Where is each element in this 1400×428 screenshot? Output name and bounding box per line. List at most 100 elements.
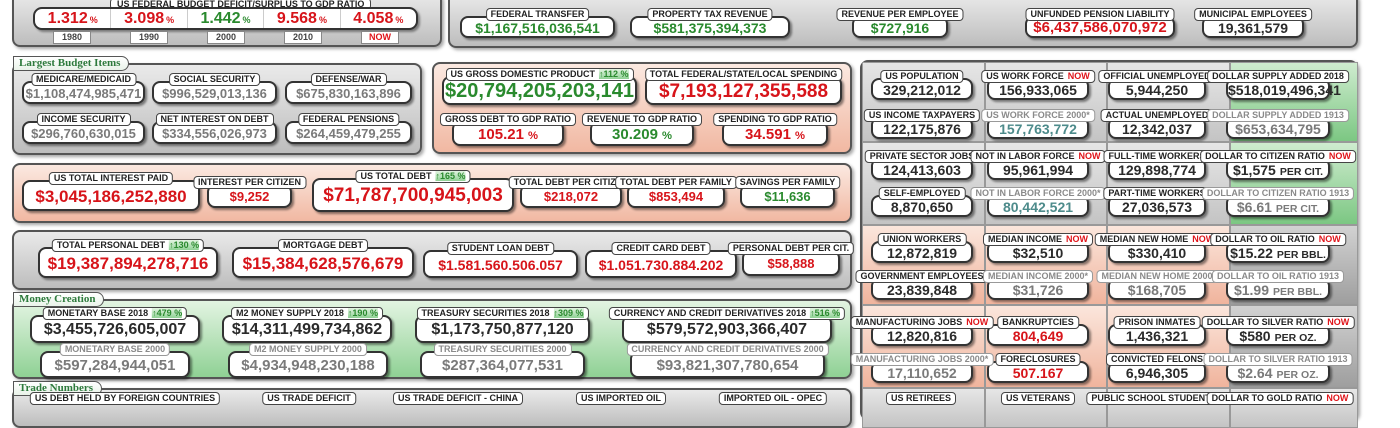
money-creation-tab[interactable]: Money Creation [13,292,105,307]
stat-defense-war: DEFENSE/WAR $675,830,163,896 [285,73,412,104]
stat-label: INTEREST PER CITIZEN [192,176,307,189]
stat-label: SELF-EMPLOYED [878,187,966,200]
stat-label: US TRADE DEFICIT [262,392,356,405]
stat-label: FEDERAL TRANSFER [485,8,590,21]
stat-value: $20,794,205,203,141 [444,80,635,102]
stat-dollar-supply-added-1913: DOLLAR SUPPLY ADDED 1913 $653,634,795 [1207,109,1349,139]
stat-label: TREASURY SECURITIES 2018 ↑309 % [416,307,589,320]
stat-label-text: PERSONAL DEBT PER CIT. [732,243,850,253]
stat-label: US WORK FORCE 2000* [981,109,1095,122]
stat-label-text: FULL-TIME WORKERS [1108,151,1206,161]
stat-label: US WORK FORCE NOW [981,70,1095,83]
stat-label: SOCIAL SECURITY [168,73,261,86]
stat-value: $2.64 [1237,365,1273,381]
stat-label: DOLLAR TO CITIZEN RATIO NOW [1200,150,1356,163]
stat-total-debt-per-family: TOTAL DEBT PER FAMILY $853,494 [615,176,737,208]
stat-label: FEDERAL PENSIONS [297,113,400,126]
stat-label: DOLLAR TO SILVER RATIO NOW [1201,316,1355,329]
stat-municipal-employees: MUNICIPAL EMPLOYEES 19,361,579 [1194,8,1312,38]
stat-label: NOT IN LABOR FORCE 2000* [970,187,1106,200]
stat-label: DOLLAR TO GOLD RATIO NOW [1206,392,1354,405]
stat-currency-and-credit-derivatives-2018: CURRENCY AND CREDIT DERIVATIVES 2018 ↑516… [608,307,846,343]
stat-value-box: $31,726 [987,278,1089,300]
stat-label-text: FEDERAL TRANSFER [490,9,585,19]
stat-label-text: INCOME SECURITY [41,114,126,124]
stat-foreclosures: FORECLOSURES 507.167 [987,353,1089,383]
stat-label: REVENUE TO GDP RATIO [581,113,703,126]
stat-value: $31,726 [1012,282,1064,298]
ratio-number: 9.568 [276,10,317,27]
stat-label-text: MEDIAN INCOME [988,234,1062,244]
stat-dollar-to-silver-ratio-1913: DOLLAR TO SILVER RATIO 1913 $2.64 PER OZ. [1203,353,1353,383]
stat-label: GOVERNMENT EMPLOYEES [855,270,989,283]
stat-federal-transfer: FEDERAL TRANSFER $1,167,516,036,541 [460,8,615,38]
stat-value-box: $996,529,013,136 [152,81,277,104]
ratio-number: 1.442 [200,10,241,27]
stat-value: $334,556,026,973 [162,126,267,141]
stat-label-text: INTEREST PER CITIZEN [197,177,302,187]
stat-total-personal-debt: TOTAL PERSONAL DEBT ↑130 % $19,387,894,278… [38,239,218,278]
growth-percent-badge: ↑516 % [810,308,841,318]
stat-value-box: 19,361,579 [1202,16,1304,38]
stat-label-text: OFFICIAL UNEMPLOYED [1103,71,1211,81]
stat-unit: PER OZ. [1274,332,1317,344]
stat-label-text: DOLLAR TO SILVER RATIO 1913 [1208,354,1348,364]
stat-label: M2 MONEY SUPPLY 2018 ↑190 % [231,307,383,320]
budget-items-tab[interactable]: Largest Budget Items [13,56,130,71]
stat-label-text: US DEBT HELD BY FOREIGN COUNTRIES [34,393,216,403]
stat-label-text: DOLLAR SUPPLY ADDED 2018 [1212,71,1344,81]
stat-value: $9,252 [229,189,270,204]
percent-unit: % [395,15,404,25]
stat-label-text: US POPULATION [885,71,959,81]
stat-dollar-to-oil-ratio-1913: DOLLAR TO OIL RATIO 1913 $1.99 PER BBL. [1211,270,1345,300]
percent-unit: % [89,15,98,25]
stat-unit: PER OZ. [1276,369,1319,381]
stat-label-text: TREASURY SECURITIES 2018 [421,308,550,318]
stat-value-box: 157,763,772 [987,117,1089,139]
stat-label-text: DOLLAR TO OIL RATIO 1913 [1216,271,1340,281]
stat-public-school-students: PUBLIC SCHOOL STUDENTS [1086,392,1222,422]
stat-label: CURRENCY AND CREDIT DERIVATIVES 2000 [626,343,829,356]
deficit-year-label: NOW [361,31,399,44]
stat-label: GROSS DEBT TO GDP RATIO [439,113,577,126]
stat-full-time-workers: FULL-TIME WORKERS 129,898,774 [1103,150,1211,180]
stat-label-text: US IMPORTED OIL [580,393,662,403]
deficit-ratio-value: 1.442% [188,9,265,28]
stat-label: FULL-TIME WORKERS [1103,150,1211,163]
stat-value-box: 17,110,652 [871,361,973,383]
stat-value: $264,459,479,255 [296,126,401,141]
stat-unit: PER CIT. [1279,166,1323,178]
stat-label-text: SAVINGS PER FAMILY [739,177,836,187]
stat-value: 19,361,579 [1217,20,1289,36]
stat-value: $296,760,630,015 [31,126,136,141]
stat-label-text: US WORK FORCE 2000* [986,110,1090,120]
growth-percent-badge: ↑165 % [435,171,466,181]
stat-us-trade-deficit-china: US TRADE DEFICIT - CHINA [393,392,523,422]
stat-label: US RETIREES [885,392,957,405]
stat-label: TOTAL DEBT PER FAMILY [615,176,737,189]
stat-label-text: UNFUNDED PENSION LIABILITY [1030,9,1170,19]
stat-label: PUBLIC SCHOOL STUDENTS [1086,392,1222,405]
stat-personal-debt-per-cit: PERSONAL DEBT PER CIT. $58,888 [727,242,855,276]
stat-label-text: DEFENSE/WAR [315,74,382,84]
stat-property-tax-revenue: PROPERTY TAX REVENUE $581,375,394,373 [630,8,790,38]
stat-interest-per-citizen: INTEREST PER CITIZEN $9,252 [192,176,307,208]
stat-value: $7,193,127,355,588 [658,81,829,102]
stat-value: 23,839,848 [886,282,958,298]
stat-value: $58,888 [767,256,815,271]
stat-label: DOLLAR SUPPLY ADDED 1913 [1207,109,1349,122]
stat-label-text: US TRADE DEFICIT [267,393,351,403]
stat-value: $93,821,307,780,654 [656,357,799,374]
stat-label: INCOME SECURITY [36,113,131,126]
stat-value: $15.22 [1230,245,1273,261]
stat-label: DOLLAR TO OIL RATIO NOW [1210,233,1346,246]
stat-value-box: $15.22 PER BBL. [1226,241,1330,263]
stat-label: US VETERANS [1000,392,1076,405]
stat-label-text: US TRADE DEFICIT - CHINA [398,393,518,403]
stat-value: 12,342,037 [1121,121,1193,137]
stat-value: $71,787,700,945,003 [323,185,503,206]
stat-value: 329,212,012 [883,82,961,98]
stat-value: $1.581.560.506.057 [438,257,563,273]
stat-private-sector-jobs: PRIVATE SECTOR JOBS 124,413,603 [864,150,980,180]
stat-value: $15,384,628,576,679 [242,254,404,273]
